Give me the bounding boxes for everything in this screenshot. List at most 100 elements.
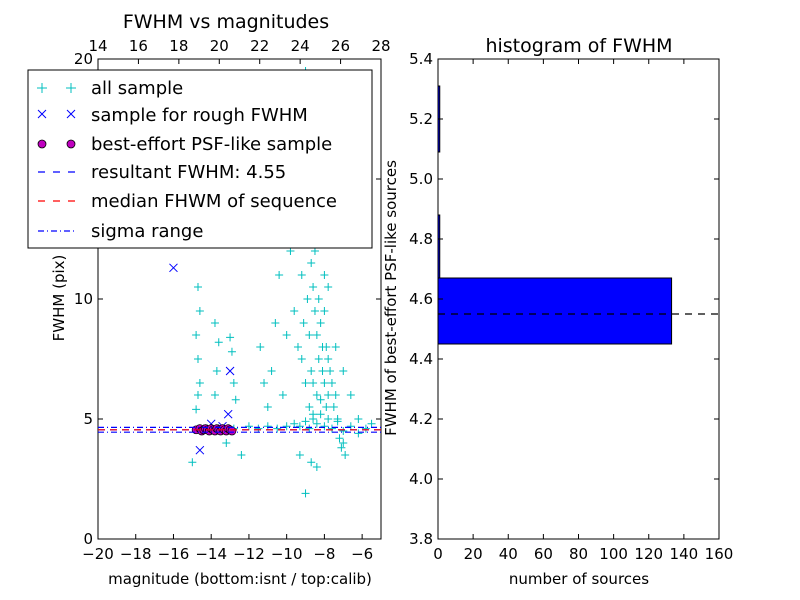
right-x-tick-label: 120	[634, 545, 663, 563]
right-x-tick-label: 160	[705, 545, 734, 563]
all-sample-point	[303, 295, 312, 303]
left-y-tick-label: 10	[74, 290, 93, 308]
all-sample-point	[263, 422, 272, 431]
all-sample-point	[295, 422, 304, 431]
left-reference-lines	[98, 426, 381, 433]
all-sample-point	[309, 379, 318, 387]
legend-label-sigma: sigma range	[91, 221, 203, 242]
all-sample-point	[335, 434, 344, 443]
right-y-tick-label: 5.0	[409, 170, 433, 188]
legend-label-median: median FHWM of sequence	[91, 191, 337, 212]
left-bottom-tick-label: −18	[120, 545, 152, 563]
left-y-tick-label: 20	[74, 50, 93, 68]
histogram-bar	[437, 277, 673, 345]
right-x-tick-label: 140	[670, 545, 699, 563]
all-sample-point	[320, 307, 329, 315]
all-sample-point	[275, 271, 284, 279]
all-sample-point	[312, 331, 321, 339]
all-sample-point	[290, 419, 299, 428]
all-sample-point	[324, 391, 333, 399]
psf-sample-point	[227, 426, 237, 436]
all-sample-point	[244, 422, 253, 431]
all-sample-point	[310, 307, 319, 315]
legend-entry-all-sample: all sample	[37, 78, 183, 99]
right-ylabel: FWHM of best-effort PSF-like sources	[382, 160, 400, 436]
right-x-tick-label: 100	[599, 545, 628, 563]
all-sample-point	[237, 451, 246, 459]
all-sample-point	[324, 283, 333, 291]
all-sample-point	[301, 417, 310, 426]
left-top-tick-label: 22	[250, 37, 269, 55]
all-sample-point	[324, 355, 333, 363]
rough-sample-point	[223, 409, 233, 419]
all-sample-point	[339, 427, 348, 435]
right-y-tick-label: 5.2	[409, 110, 433, 128]
all-sample-point	[341, 451, 350, 459]
legend-marker-circle	[37, 139, 76, 149]
all-sample-point	[326, 367, 335, 375]
left-panel: FWHM vs magnitudes magnitude (bottom:isn…	[27, 11, 391, 588]
right-x-tick-label: 80	[569, 545, 588, 563]
legend-entry-median: median FHWM of sequence	[38, 191, 337, 212]
all-sample-point	[188, 458, 197, 467]
left-xlabel: magnitude (bottom:isnt / top:calib)	[108, 570, 372, 588]
all-sample-point	[192, 405, 201, 414]
all-sample-point	[278, 391, 287, 399]
all-sample-point	[195, 379, 204, 387]
all-sample-point	[309, 410, 318, 419]
left-ticks: −20 −18 −16 −14 −12 −10 −8 −6 14 16 18 20 22 24 26 28 0 5…	[74, 37, 391, 563]
legend: all sample sample for rough FWHM best-ef…	[27, 69, 373, 249]
all-sample-point	[192, 331, 201, 339]
all-sample-point	[273, 424, 282, 433]
all-sample-point	[282, 331, 291, 339]
all-sample-point	[212, 367, 221, 375]
left-y-tick-label: 5	[83, 410, 93, 428]
all-sample-point	[322, 343, 331, 351]
right-y-tick-label: 4.8	[409, 230, 433, 248]
all-sample-point	[320, 422, 329, 431]
all-sample-point	[339, 439, 348, 447]
left-top-tick-label: 20	[210, 37, 229, 55]
all-sample-point	[309, 283, 318, 291]
left-top-tick-label: 14	[88, 37, 107, 55]
legend-label-all-sample: all sample	[91, 78, 183, 99]
right-plot-frame	[437, 58, 720, 540]
right-y-tick-label: 5.4	[409, 50, 433, 68]
rough-sample-point	[169, 263, 178, 273]
legend-entry-resultant: resultant FWHM: 4.55	[38, 162, 286, 183]
all-sample-point	[346, 422, 355, 431]
all-sample-point	[297, 271, 306, 279]
all-sample-point	[226, 333, 235, 342]
all-sample-point	[320, 271, 329, 279]
right-xlabel: number of sources	[509, 570, 649, 588]
right-y-tick-label: 4.6	[409, 290, 433, 308]
all-sample-point	[307, 367, 316, 375]
left-bottom-tick-label: −12	[233, 545, 265, 563]
all-sample-point	[256, 343, 265, 351]
left-bottom-tick-label: −6	[351, 545, 373, 563]
left-top-tick-label: 26	[331, 37, 350, 55]
right-histogram-bars	[437, 85, 673, 345]
all-sample-point	[337, 443, 346, 452]
rough-sample-point	[225, 366, 235, 376]
left-top-tick-label: 24	[291, 37, 310, 55]
all-sample-point	[354, 429, 363, 438]
all-sample-point	[301, 379, 310, 387]
all-sample-point	[327, 424, 336, 433]
all-sample-point	[354, 415, 363, 423]
all-sample-point	[324, 415, 333, 423]
left-bottom-tick-label: −8	[313, 545, 335, 563]
all-sample-point	[314, 295, 323, 303]
all-sample-point	[316, 410, 325, 419]
legend-box	[27, 69, 373, 249]
legend-label-psf-sample: best-effort PSF-like sample	[91, 134, 332, 155]
all-sample-point	[327, 379, 336, 387]
legend-label-resultant: resultant FWHM: 4.55	[91, 162, 286, 183]
all-sample-point	[260, 379, 269, 387]
all-sample-point	[329, 403, 338, 411]
all-sample-point	[214, 338, 223, 347]
right-y-tick-label: 3.8	[409, 530, 433, 548]
legend-entry-psf-sample: best-effort PSF-like sample	[37, 134, 332, 155]
all-sample-point	[312, 419, 321, 428]
